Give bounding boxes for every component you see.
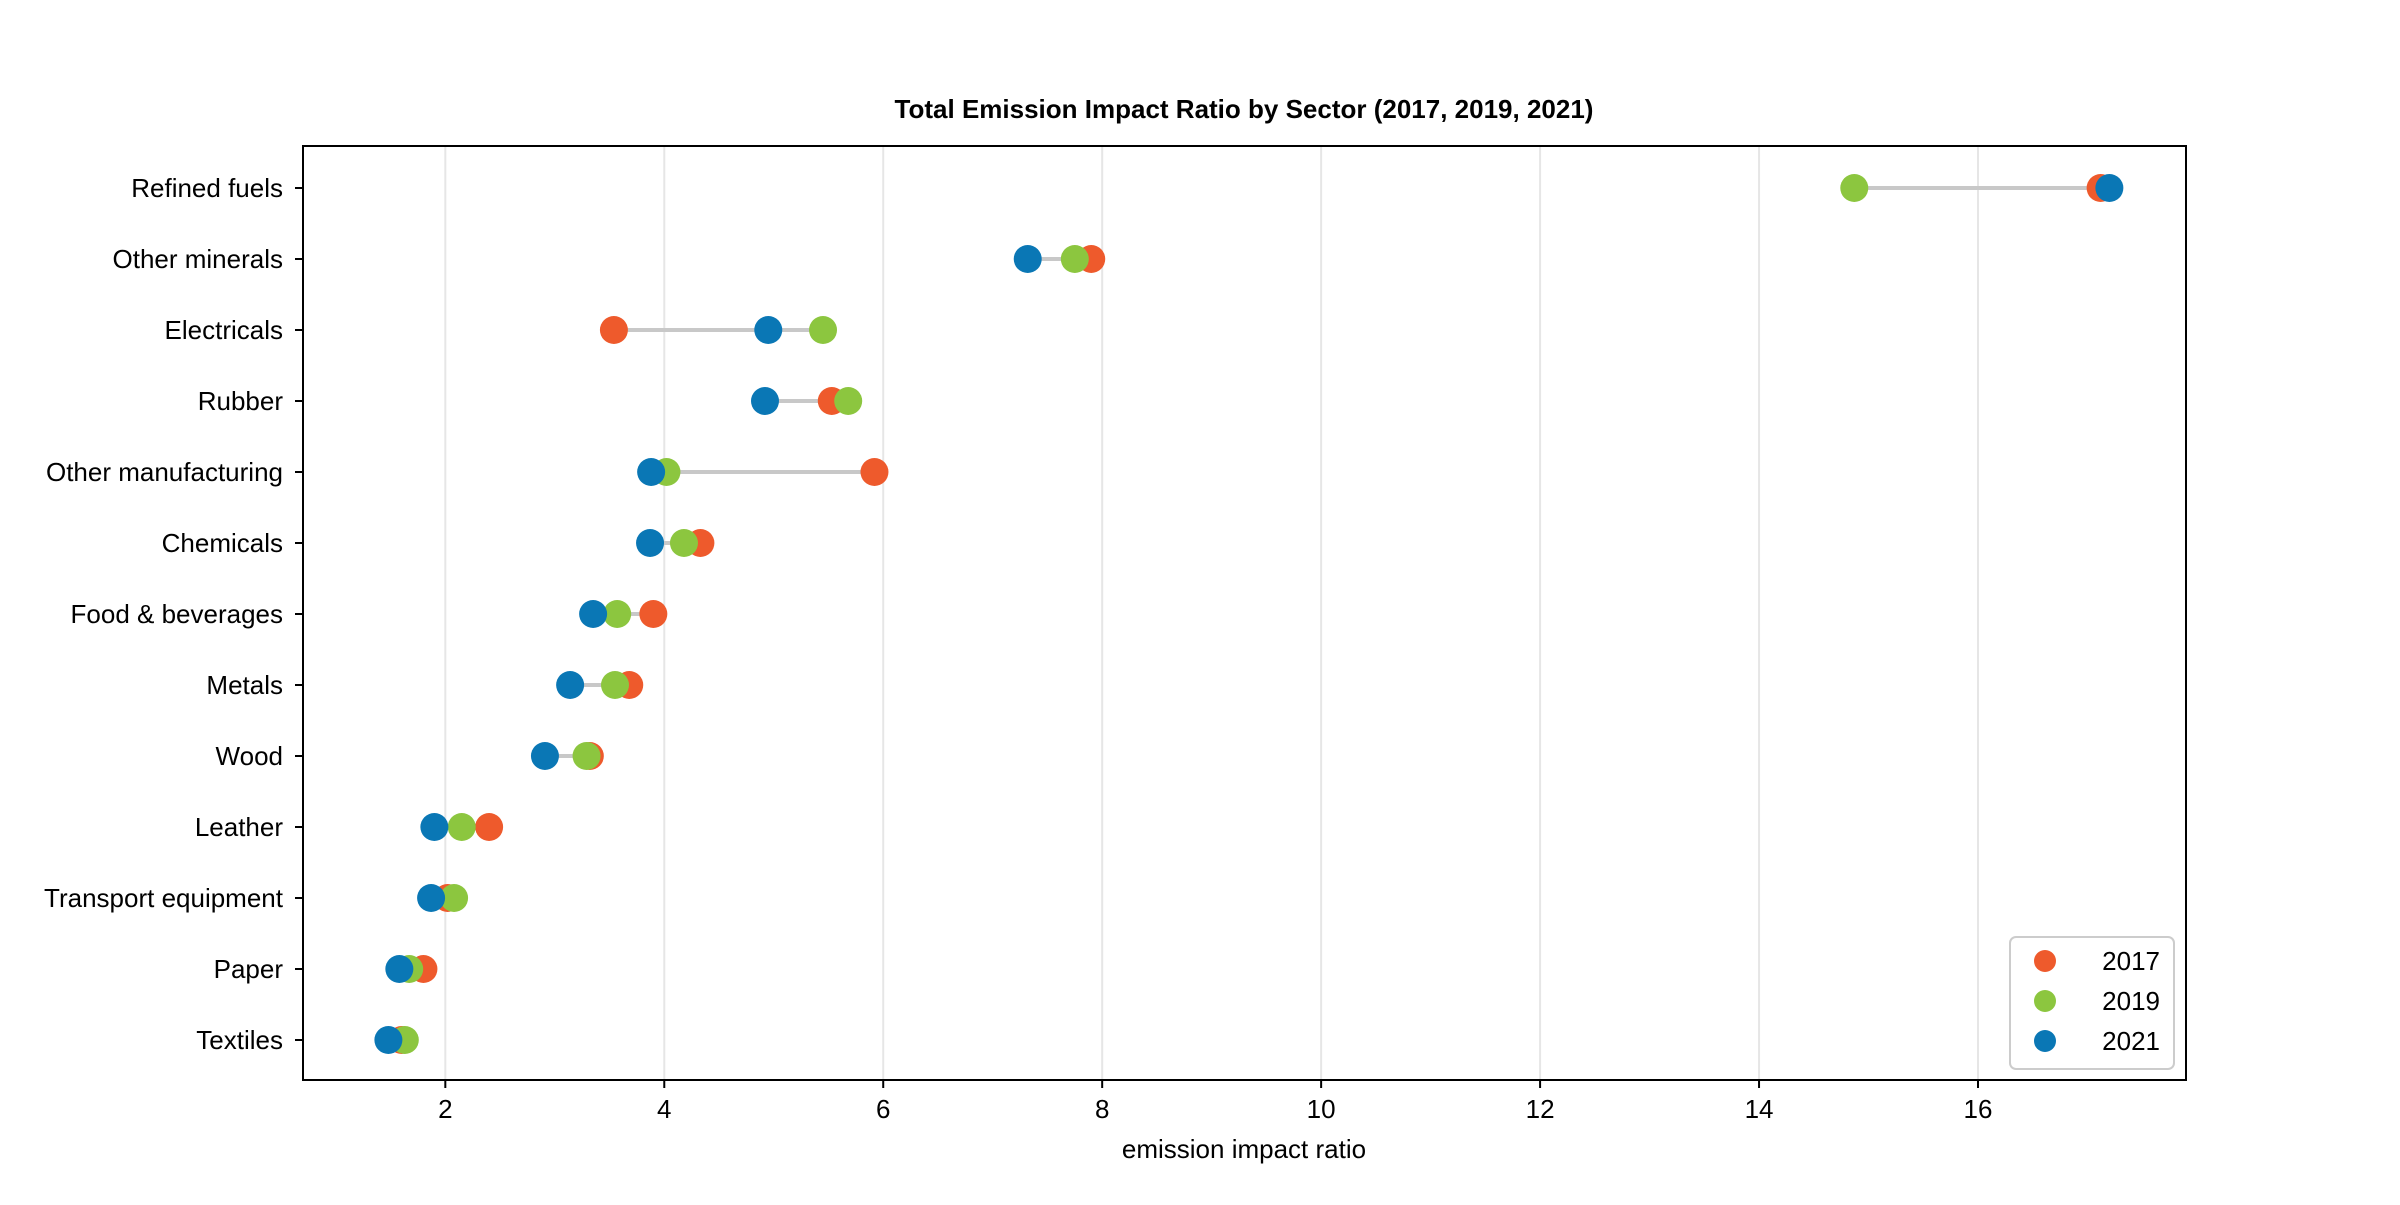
legend-label-2021: 2021 (2102, 1026, 2160, 1056)
point-2021-metals (556, 671, 585, 699)
point-2021-food-and-beverages (579, 600, 608, 628)
point-2021-paper (385, 955, 414, 983)
point-2019-food-and-beverages (603, 600, 632, 628)
point-2017-other-manufacturing (860, 458, 889, 486)
point-2021-leather (420, 813, 449, 841)
point-2019-leather (447, 813, 476, 841)
y-tick-label-chemicals: Chemicals (162, 528, 283, 558)
y-tick-label-rubber: Rubber (198, 386, 284, 416)
y-axis-ticks: Refined fuels Other minerals Electricals Ru… (44, 173, 303, 1055)
y-tick-label-textiles: Textiles (196, 1025, 283, 1055)
point-2017-electricals (599, 316, 628, 344)
point-2021-electricals (754, 316, 783, 344)
point-2021-other-minerals (1013, 245, 1042, 273)
x-tick-label-10: 10 (1307, 1094, 1336, 1124)
point-2021-other-manufacturing (637, 458, 666, 486)
legend-marker-2021 (2034, 1030, 2056, 1052)
y-tick-label-other-manufacturing: Other manufacturing (46, 457, 283, 487)
y-tick-label-paper: Paper (214, 954, 284, 984)
point-2019-refined-fuels (1840, 174, 1869, 202)
legend-items: 2017 2019 2021 (2034, 946, 2160, 1056)
marker-layer (374, 174, 2124, 1054)
x-tick-label-8: 8 (1095, 1094, 1109, 1124)
legend: 2017 2019 2021 (2009, 936, 2175, 1070)
point-2019-metals (601, 671, 630, 699)
point-2019-wood (572, 742, 601, 770)
x-tick-label-12: 12 (1526, 1094, 1555, 1124)
point-2021-refined-fuels (2095, 174, 2124, 202)
point-2021-textiles (374, 1026, 403, 1054)
legend-label-2017: 2017 (2102, 946, 2160, 976)
grid-layer (444, 146, 1979, 1080)
legend-marker-2017 (2034, 950, 2056, 972)
chart-title: Total Emission Impact Ratio by Sector (2… (895, 94, 1594, 124)
y-tick-label-electricals: Electricals (165, 315, 283, 345)
y-tick-label-wood: Wood (216, 741, 283, 771)
point-2017-leather (475, 813, 504, 841)
point-2017-food-and-beverages (639, 600, 668, 628)
x-tick-label-14: 14 (1745, 1094, 1774, 1124)
point-2019-electricals (809, 316, 838, 344)
x-tick-label-16: 16 (1964, 1094, 1993, 1124)
point-2019-chemicals (669, 529, 698, 557)
x-tick-label-4: 4 (657, 1094, 671, 1124)
point-2019-other-minerals (1060, 245, 1089, 273)
y-tick-label-other-minerals: Other minerals (113, 244, 284, 274)
legend-label-2019: 2019 (2102, 986, 2160, 1016)
y-tick-label-refined-fuels: Refined fuels (131, 173, 283, 203)
y-tick-label-transport-equipment: Transport equipment (44, 883, 284, 913)
point-2019-rubber (834, 387, 863, 415)
y-tick-label-leather: Leather (195, 812, 284, 842)
point-2021-transport-equipment (417, 884, 446, 912)
y-tick-label-food-and-beverages: Food & beverages (71, 599, 283, 629)
y-tick-label-metals: Metals (206, 670, 283, 700)
x-tick-label-2: 2 (438, 1094, 452, 1124)
x-axis-label: emission impact ratio (1122, 1134, 1366, 1164)
legend-marker-2019 (2034, 990, 2056, 1012)
point-2021-chemicals (636, 529, 665, 557)
point-2021-wood (530, 742, 559, 770)
x-axis-ticks: 2 4 6 8 10 12 14 16 (438, 1080, 1992, 1124)
point-2019-transport-equipment (440, 884, 469, 912)
point-2021-rubber (750, 387, 779, 415)
x-tick-label-6: 6 (876, 1094, 890, 1124)
